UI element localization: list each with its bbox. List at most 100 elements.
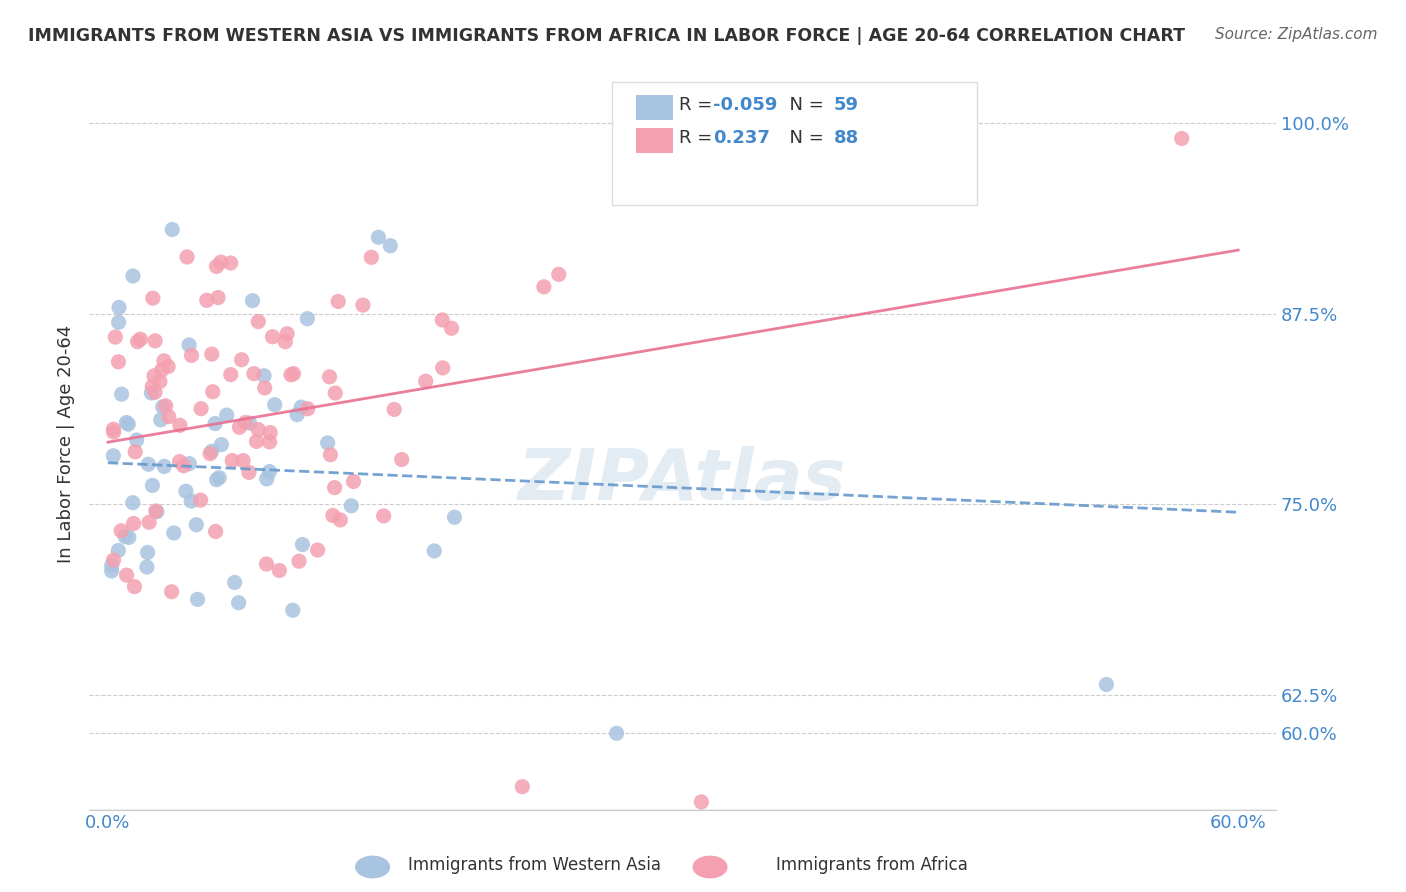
Point	[143, 334, 166, 348]
Point	[238, 466, 260, 480]
Point	[157, 409, 180, 424]
Point	[256, 557, 278, 571]
Point	[228, 420, 250, 434]
Point	[239, 416, 262, 430]
Point	[155, 399, 177, 413]
Point	[316, 436, 339, 450]
Text: IMMIGRANTS FROM WESTERN ASIA VS IMMIGRANTS FROM AFRICA IN LABOR FORCE | AGE 20-6: IMMIGRANTS FROM WESTERN ASIA VS IMMIGRAN…	[28, 27, 1185, 45]
Point	[117, 417, 139, 432]
Point	[125, 433, 148, 447]
Point	[103, 425, 125, 439]
Point	[259, 465, 281, 479]
Point	[136, 545, 159, 559]
Point	[149, 413, 172, 427]
Point	[141, 478, 163, 492]
Point	[205, 473, 228, 487]
Point	[209, 255, 232, 269]
Point	[195, 293, 218, 308]
Point	[253, 381, 276, 395]
Point	[297, 311, 319, 326]
Point	[219, 256, 242, 270]
Point	[104, 330, 127, 344]
Point	[285, 408, 308, 422]
Text: Immigrants from Africa: Immigrants from Africa	[776, 856, 967, 874]
Point	[107, 543, 129, 558]
Text: 59: 59	[834, 96, 859, 114]
Text: -0.059: -0.059	[713, 96, 778, 114]
Point	[135, 560, 157, 574]
Point	[162, 222, 184, 236]
Point	[247, 315, 270, 329]
Point	[201, 347, 224, 361]
Point	[322, 508, 344, 523]
Y-axis label: In Labor Force | Age 20-64: In Labor Force | Age 20-64	[58, 325, 75, 563]
Point	[1171, 131, 1194, 145]
Point	[201, 384, 224, 399]
Point	[443, 510, 465, 524]
Point	[243, 367, 266, 381]
Point	[145, 504, 167, 518]
Text: Source: ZipAtlas.com: Source: ZipAtlas.com	[1215, 27, 1378, 42]
Point	[103, 422, 125, 436]
Point	[253, 368, 276, 383]
Point	[115, 416, 138, 430]
Point	[143, 368, 166, 383]
Point	[149, 375, 172, 389]
Point	[160, 584, 183, 599]
Point	[367, 230, 389, 244]
Point	[221, 453, 243, 467]
Point	[122, 516, 145, 531]
Point	[209, 437, 232, 451]
Point	[280, 368, 302, 382]
Text: N =: N =	[778, 129, 830, 147]
Point	[179, 457, 201, 471]
Point	[215, 408, 238, 422]
Point	[259, 425, 281, 440]
Point	[319, 448, 342, 462]
Point	[256, 472, 278, 486]
Point	[269, 564, 291, 578]
Point	[1095, 677, 1118, 691]
Point	[219, 368, 242, 382]
Point	[124, 444, 146, 458]
Point	[440, 321, 463, 335]
Point	[110, 524, 132, 538]
Point	[291, 537, 314, 551]
Point	[262, 330, 284, 344]
Point	[340, 499, 363, 513]
Text: N =: N =	[778, 96, 830, 114]
Point	[224, 575, 246, 590]
Point	[283, 367, 305, 381]
Text: ZIPAtlas: ZIPAtlas	[519, 446, 846, 515]
Point	[138, 457, 160, 471]
Point	[423, 544, 446, 558]
Point	[142, 291, 165, 305]
Point	[153, 353, 176, 368]
Point	[143, 385, 166, 400]
Point	[201, 444, 224, 458]
Point	[141, 386, 163, 401]
Text: 88: 88	[834, 129, 859, 147]
Point	[323, 481, 346, 495]
Point	[426, 825, 449, 839]
Point	[114, 530, 136, 544]
Point	[204, 417, 226, 431]
Point	[208, 470, 231, 484]
Point	[323, 386, 346, 401]
Point	[360, 250, 382, 264]
Point	[124, 580, 146, 594]
Point	[533, 280, 555, 294]
Point	[107, 355, 129, 369]
Point	[288, 554, 311, 568]
Point	[307, 543, 329, 558]
Point	[432, 360, 454, 375]
Point	[512, 780, 534, 794]
Point	[157, 359, 180, 374]
Point	[242, 293, 264, 308]
Point	[198, 447, 221, 461]
Point	[153, 459, 176, 474]
Point	[127, 334, 149, 349]
Point	[690, 795, 713, 809]
Point	[276, 326, 298, 341]
Point	[169, 418, 191, 433]
